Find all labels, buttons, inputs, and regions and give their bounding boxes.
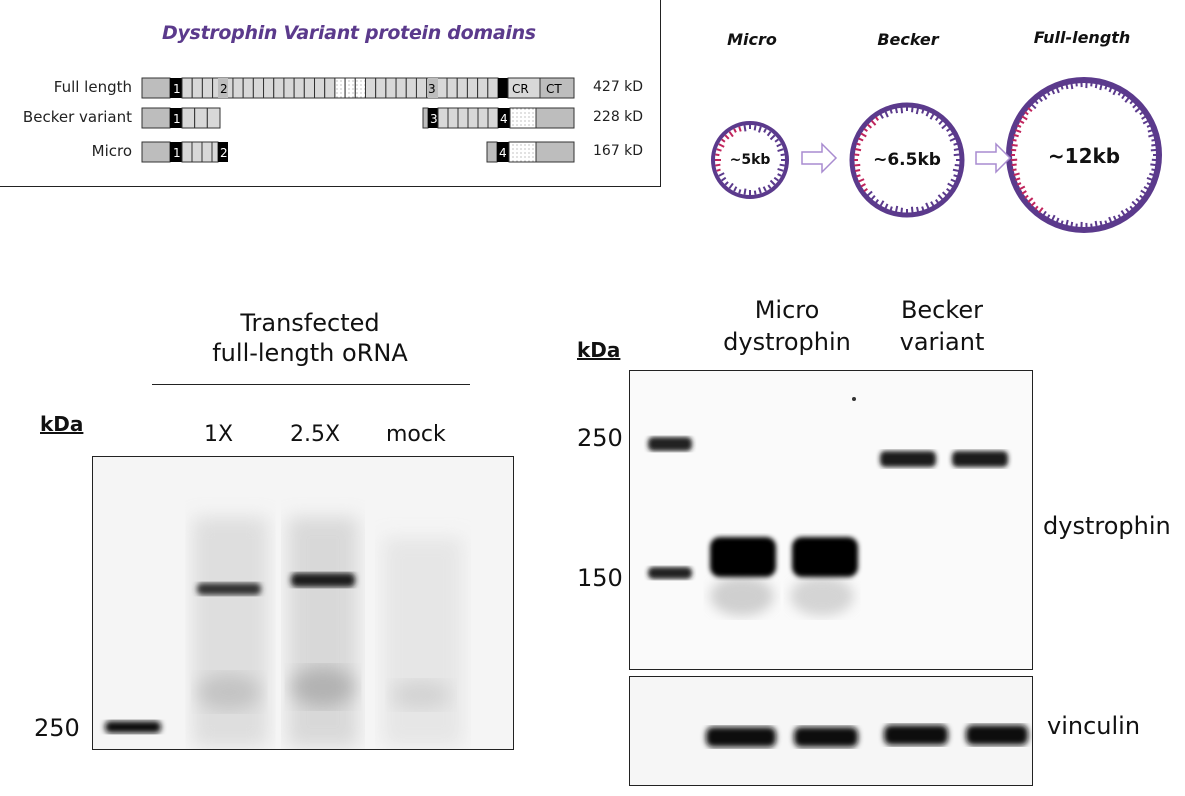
dystrophin-label: dystrophin bbox=[1043, 512, 1171, 540]
left-kda-label: kDa bbox=[40, 412, 84, 436]
micro-dystrophin-header: Micro dystrophin bbox=[717, 294, 857, 358]
micro-hinge-2-label: 2 bbox=[220, 146, 228, 160]
plasmid-title-micro: Micro bbox=[727, 30, 777, 49]
ladder-250-band bbox=[648, 437, 692, 451]
band-2-5x bbox=[291, 573, 355, 587]
plasmid-ring-micro bbox=[711, 121, 789, 199]
group1-line2: dystrophin bbox=[723, 328, 851, 356]
hinge-4-label: 4 bbox=[498, 82, 506, 96]
lane-label-mock: mock bbox=[386, 422, 446, 447]
rod-repeats bbox=[181, 107, 221, 129]
becker-band-1 bbox=[880, 451, 936, 467]
group2-line1: Becker bbox=[900, 296, 984, 324]
becker-variant-header: Becker variant bbox=[882, 294, 1002, 358]
plasmid-ring-becker bbox=[849, 102, 965, 218]
row-label-micro: Micro bbox=[91, 142, 132, 160]
plasmid-size-full-length: ~12kb bbox=[1047, 144, 1121, 168]
size-label-micro: 167 kD bbox=[593, 143, 644, 159]
arrow-icon bbox=[975, 142, 1012, 174]
becker-hinge-1-label: 1 bbox=[173, 112, 181, 126]
becker-hinge-3-label: 3 bbox=[430, 112, 438, 126]
vinculin-bands bbox=[706, 725, 1028, 747]
plasmid-title-full-length: Full-length bbox=[1033, 28, 1131, 47]
row-label-full-length: Full length bbox=[53, 78, 132, 96]
plasmid-title-becker: Becker bbox=[877, 30, 939, 49]
vinculin-membrane bbox=[629, 676, 1033, 786]
size-label-full-length: 427 kD bbox=[593, 79, 644, 95]
rod-repeats bbox=[181, 77, 508, 99]
group1-line1: Micro bbox=[754, 296, 820, 324]
protein-domains-panel: Dystrophin Variant protein domains Full … bbox=[0, 0, 661, 187]
hinge-1-label: 1 bbox=[173, 82, 181, 96]
row-label-becker: Becker variant bbox=[22, 108, 132, 126]
dystrophin-membrane bbox=[629, 370, 1033, 670]
right-marker-250: 250 bbox=[577, 424, 623, 452]
rod-repeats bbox=[437, 107, 499, 129]
left-western-blot-panel: Transfected full-length oRNA kDa 1X 2.5X… bbox=[0, 288, 565, 796]
ct-domain-label: CT bbox=[546, 82, 562, 96]
ladder-150-band bbox=[648, 567, 692, 579]
vinculin-label: vinculin bbox=[1047, 712, 1141, 740]
micro-band-2 bbox=[792, 537, 858, 577]
plasmid-size-micro: ~5kb bbox=[729, 152, 771, 168]
domains-title: Dystrophin Variant protein domains bbox=[162, 22, 536, 44]
micro-bar bbox=[141, 141, 575, 163]
left-marker-250: 250 bbox=[34, 714, 80, 742]
full-length-bar bbox=[141, 77, 575, 99]
micro-hinge-4-label: 4 bbox=[499, 146, 507, 160]
dystrophin-bands bbox=[648, 397, 1008, 616]
vinculin-band-4 bbox=[966, 725, 1028, 745]
plasmid-ring-full-length bbox=[1006, 77, 1162, 233]
becker-band-2 bbox=[952, 451, 1008, 467]
marker-band bbox=[105, 721, 161, 733]
plasmid-size-becker: ~6.5kb bbox=[873, 150, 941, 170]
vinculin-band-3 bbox=[884, 725, 948, 745]
hinge-2-label: 2 bbox=[220, 82, 228, 96]
hinge-3-label: 3 bbox=[428, 82, 436, 96]
micro-band-1 bbox=[710, 537, 776, 577]
cr-domain-label: CR bbox=[512, 82, 529, 96]
group2-line2: variant bbox=[899, 328, 985, 356]
lane-label-1x: 1X bbox=[204, 422, 234, 447]
plasmid-panel: Micro Becker Full-length ~5kb ~6.5kb ~12… bbox=[662, 0, 1185, 240]
left-blot-bands bbox=[105, 517, 463, 747]
right-western-blot-panel: Micro dystrophin Becker variant kDa 250 … bbox=[567, 272, 1185, 796]
vinculin-band-1 bbox=[706, 727, 776, 747]
size-label-becker: 228 kD bbox=[593, 109, 644, 125]
left-blot-membrane bbox=[92, 456, 514, 750]
domain-bars: 1 2 3 4 CR CT 1 3 4 1 2 4 bbox=[141, 77, 575, 163]
header-divider bbox=[152, 384, 470, 385]
micro-hinge-1-label: 1 bbox=[173, 146, 181, 160]
becker-bar bbox=[141, 107, 575, 129]
becker-hinge-4-label: 4 bbox=[500, 112, 508, 126]
band-1x bbox=[197, 583, 261, 595]
plasmid-rings bbox=[711, 77, 1162, 233]
left-blot-header-line1: Transfected bbox=[240, 309, 380, 337]
lane-label-2-5x: 2.5X bbox=[290, 422, 341, 447]
right-marker-150: 150 bbox=[577, 564, 623, 592]
left-blot-header-line2: full-length oRNA bbox=[212, 339, 408, 367]
arrow-icon bbox=[801, 142, 838, 174]
right-kda-label: kDa bbox=[577, 338, 621, 362]
vinculin-band-2 bbox=[794, 727, 858, 747]
left-blot-header: Transfected full-length oRNA bbox=[150, 308, 470, 368]
